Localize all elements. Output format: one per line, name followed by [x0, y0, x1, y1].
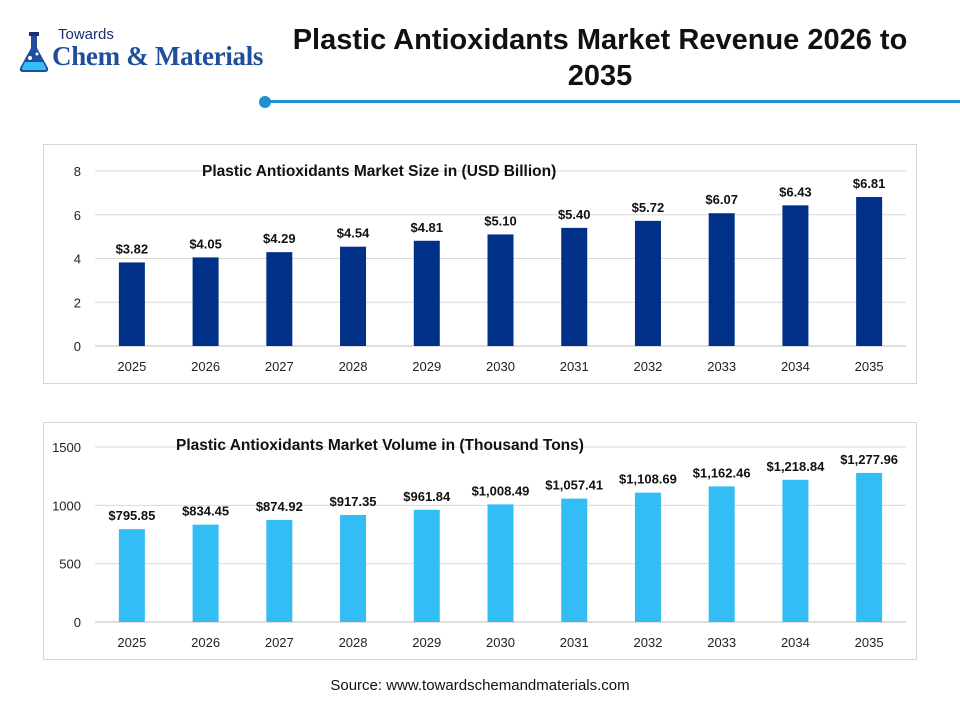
- volume-x-tick-label: 2028: [339, 635, 368, 650]
- volume-x-tick-label: 2027: [265, 635, 294, 650]
- revenue-bar: [561, 227, 588, 346]
- revenue-x-tick-label: 2030: [486, 359, 515, 374]
- flask-icon: [19, 32, 49, 72]
- revenue-bar: [487, 234, 514, 346]
- volume-y-tick-label: 1500: [52, 440, 81, 455]
- volume-chart: 0 500 1000 1500 $795.85 2025 $834.45 2026 $874.9…: [52, 440, 906, 650]
- logo-brand-text: Chem & Materials: [52, 41, 264, 71]
- volume-data-label: $1,008.49: [472, 483, 530, 498]
- divider-dot: [259, 96, 271, 108]
- volume-data-label: $1,277.96: [840, 452, 898, 467]
- revenue-data-label: $5.10: [484, 213, 517, 228]
- revenue-data-label: $4.54: [337, 226, 370, 241]
- volume-bar: [118, 529, 145, 622]
- volume-x-tick-label: 2031: [560, 635, 589, 650]
- volume-bar: [708, 486, 735, 622]
- revenue-y-tick-label: 6: [74, 208, 81, 223]
- revenue-data-label: $6.43: [779, 184, 812, 199]
- revenue-chart-panel: 0 2 4 6 8 $3.82 2025 $4.05 2026 $4.29 2027 $4.54 202…: [43, 144, 917, 384]
- divider-line: [266, 100, 960, 103]
- revenue-x-tick-label: 2026: [191, 359, 220, 374]
- revenue-bar: [266, 252, 293, 346]
- revenue-data-label: $6.07: [705, 192, 738, 207]
- revenue-bar: [856, 197, 883, 346]
- revenue-bar: [634, 220, 661, 346]
- revenue-bar: [708, 213, 735, 346]
- volume-data-label: $1,108.69: [619, 472, 677, 487]
- volume-bar: [266, 519, 293, 622]
- volume-data-label: $1,057.41: [545, 478, 603, 493]
- revenue-data-label: $3.82: [116, 241, 149, 256]
- volume-data-label: $961.84: [403, 489, 451, 504]
- volume-data-label: $1,218.84: [766, 459, 825, 474]
- revenue-data-label: $4.05: [189, 236, 222, 251]
- volume-chart-title: Plastic Antioxidants Market Volume in (T…: [176, 437, 584, 454]
- revenue-bar: [192, 257, 219, 346]
- revenue-y-tick-label: 2: [74, 295, 81, 310]
- volume-data-label: $1,162.46: [693, 465, 751, 480]
- revenue-x-tick-label: 2034: [781, 359, 810, 374]
- source-note: Source: www.towardschemandmaterials.com: [330, 677, 630, 694]
- volume-x-tick-label: 2026: [191, 635, 220, 650]
- revenue-y-tick-label: 8: [74, 164, 81, 179]
- volume-data-label: $834.45: [182, 504, 229, 519]
- volume-bar: [856, 472, 883, 622]
- revenue-bar: [413, 240, 440, 346]
- revenue-data-label: $5.72: [632, 200, 665, 215]
- revenue-data-label: $4.81: [410, 220, 443, 235]
- revenue-bar: [118, 262, 145, 346]
- volume-bar: [487, 504, 514, 622]
- volume-bar: [634, 492, 661, 622]
- volume-x-tick-label: 2025: [117, 635, 146, 650]
- volume-chart-panel: 0 500 1000 1500 $795.85 2025 $834.45 2026 $874.9…: [43, 422, 917, 660]
- revenue-chart: 0 2 4 6 8 $3.82 2025 $4.05 2026 $4.29 2027 $4.54 202…: [74, 164, 906, 374]
- volume-x-tick-label: 2032: [633, 635, 662, 650]
- volume-x-tick-label: 2035: [855, 635, 884, 650]
- revenue-x-tick-label: 2033: [707, 359, 736, 374]
- revenue-x-tick-label: 2028: [339, 359, 368, 374]
- volume-x-tick-label: 2034: [781, 635, 810, 650]
- brand-logo: Towards Chem & Materials: [16, 26, 266, 82]
- volume-y-tick-label: 1000: [52, 498, 81, 513]
- volume-y-tick-label: 500: [59, 557, 81, 572]
- volume-y-tick-label: 0: [74, 615, 81, 630]
- volume-bar: [340, 514, 367, 622]
- volume-x-tick-label: 2033: [707, 635, 736, 650]
- revenue-x-tick-label: 2032: [633, 359, 662, 374]
- revenue-bar: [782, 205, 809, 346]
- page-title: Plastic Antioxidants Market Revenue 2026…: [292, 24, 908, 92]
- revenue-x-tick-label: 2035: [855, 359, 884, 374]
- volume-bar: [413, 509, 440, 622]
- volume-x-tick-label: 2029: [412, 635, 441, 650]
- volume-bar: [561, 498, 588, 622]
- title-divider: [258, 96, 960, 108]
- volume-bar: [782, 479, 809, 622]
- revenue-data-label: $5.40: [558, 207, 591, 222]
- revenue-x-tick-label: 2031: [560, 359, 589, 374]
- revenue-y-tick-label: 0: [74, 339, 81, 354]
- logo-small-text: Towards: [58, 26, 114, 43]
- revenue-data-label: $6.81: [853, 176, 886, 191]
- revenue-y-tick-label: 4: [74, 252, 81, 267]
- volume-x-tick-label: 2030: [486, 635, 515, 650]
- revenue-chart-title: Plastic Antioxidants Market Size in (USD…: [202, 163, 557, 180]
- volume-data-label: $917.35: [330, 494, 377, 509]
- volume-bar: [192, 524, 219, 622]
- revenue-x-tick-label: 2025: [117, 359, 146, 374]
- revenue-bar: [340, 246, 367, 346]
- volume-data-label: $795.85: [108, 508, 155, 523]
- revenue-data-label: $4.29: [263, 231, 296, 246]
- volume-data-label: $874.92: [256, 499, 303, 514]
- revenue-x-tick-label: 2027: [265, 359, 294, 374]
- revenue-x-tick-label: 2029: [412, 359, 441, 374]
